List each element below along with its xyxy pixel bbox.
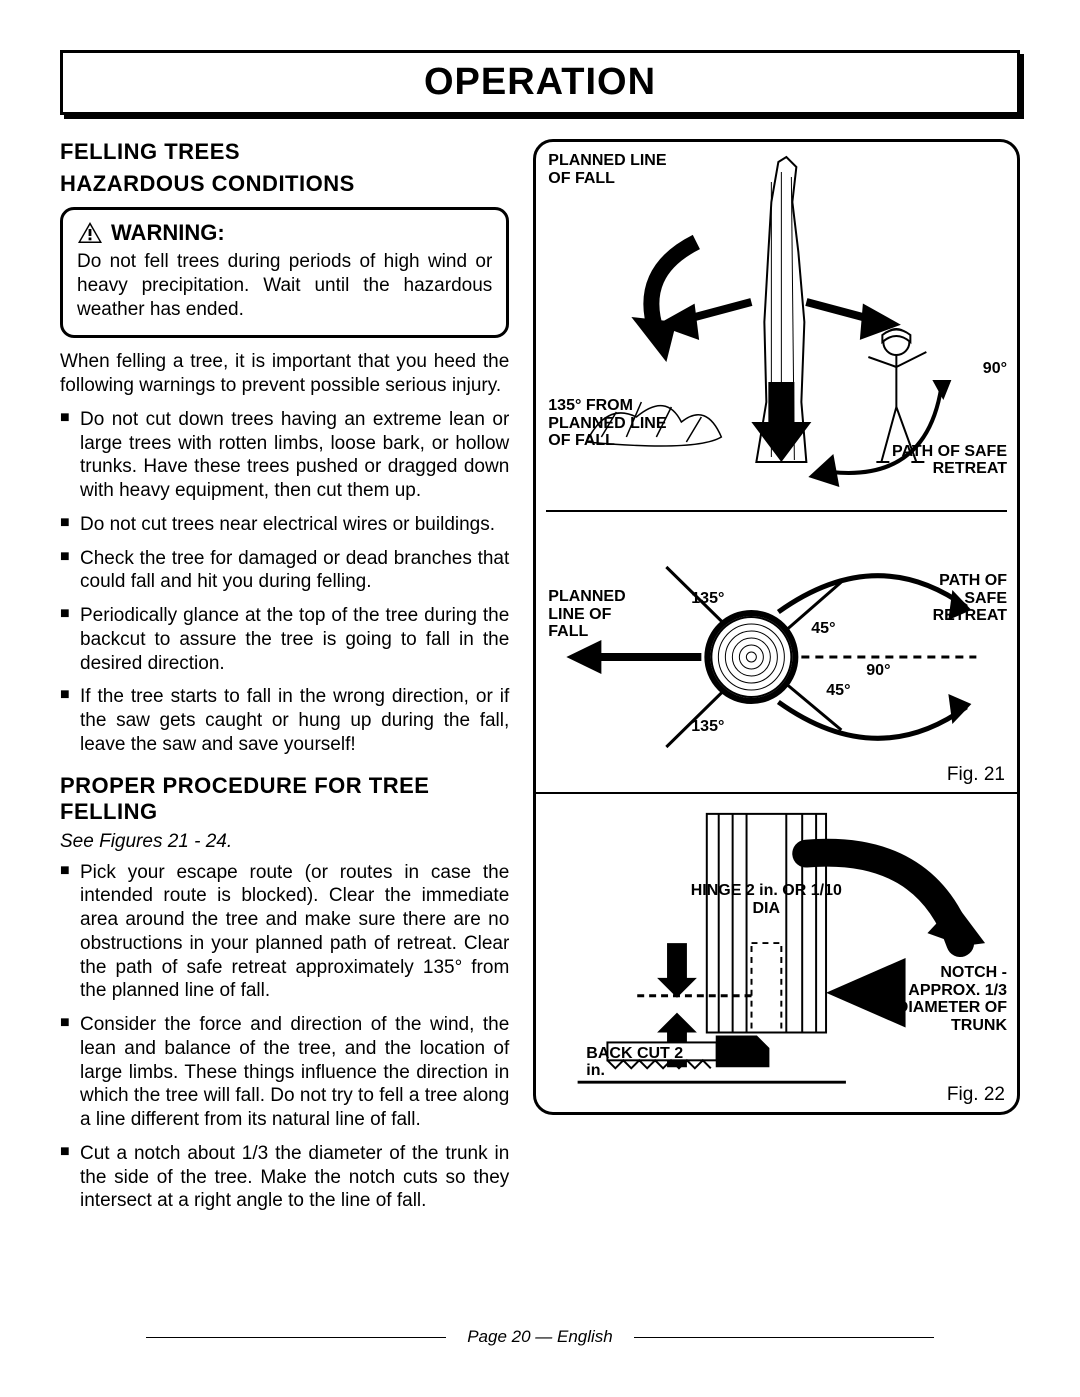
figure-21-top: PLANNED LINE OF FALL 90° 135° FROM PLANN… xyxy=(536,142,1017,512)
list-item: Pick your escape route (or routes in cas… xyxy=(60,861,509,1004)
section-title: OPERATION xyxy=(63,61,1017,104)
label-path-retreat-2: PATH OF SAFE RETREAT xyxy=(907,572,1007,625)
section-title-box: OPERATION xyxy=(60,50,1020,115)
figure-22-caption: Fig. 22 xyxy=(947,1084,1005,1106)
label-notch: NOTCH - APPROX. 1/3 DIAMETER OF TRUNK xyxy=(877,964,1007,1034)
warning-body: Do not fell trees during periods of high… xyxy=(77,250,492,321)
heading-hazardous: HAZARDOUS CONDITIONS xyxy=(60,171,509,197)
label-45a: 45° xyxy=(811,620,835,638)
figure-frame: PLANNED LINE OF FALL 90° 135° FROM PLANN… xyxy=(533,139,1020,1115)
warning-box: WARNING: Do not fell trees during period… xyxy=(60,207,509,338)
list-item: Cut a notch about 1/3 the diameter of th… xyxy=(60,1142,509,1213)
label-planned-line: PLANNED LINE OF FALL xyxy=(548,152,678,187)
label-135-from: 135° FROM PLANNED LINE OF FALL xyxy=(548,397,678,450)
warning-icon xyxy=(77,221,103,245)
figure-21-bottom: PLANNED LINE OF FALL 135° 135° 45° 45° 9… xyxy=(536,512,1017,792)
label-90: 90° xyxy=(983,360,1007,378)
label-path-retreat: PATH OF SAFE RETREAT xyxy=(877,443,1007,478)
label-135a: 135° xyxy=(691,590,724,608)
footer-text: Page 20 — English xyxy=(467,1327,613,1346)
list-item: Do not cut trees near electrical wires o… xyxy=(60,513,509,537)
label-90b: 90° xyxy=(866,662,890,680)
intro-paragraph: When felling a tree, it is important tha… xyxy=(60,350,509,398)
label-45b: 45° xyxy=(826,682,850,700)
list-item: Periodically glance at the top of the tr… xyxy=(60,604,509,675)
heading-procedure: PROPER PROCEDURE FOR TREE FELLING xyxy=(60,773,509,825)
heading-felling: FELLING TREES xyxy=(60,139,509,165)
fig21-bottom-svg xyxy=(536,512,1017,792)
figure-reference: See Figures 21 - 24. xyxy=(60,831,509,853)
list-item: Check the tree for damaged or dead branc… xyxy=(60,547,509,595)
label-planned-line-2: PLANNED LINE OF FALL xyxy=(548,588,648,641)
left-column: FELLING TREES HAZARDOUS CONDITIONS WARNI… xyxy=(60,139,509,1223)
list-item: Do not cut down trees having an extreme … xyxy=(60,408,509,503)
list-item: Consider the force and direction of the … xyxy=(60,1013,509,1132)
right-column: PLANNED LINE OF FALL 90° 135° FROM PLANN… xyxy=(533,139,1020,1223)
label-hinge: HINGE 2 in. OR 1/10 DIA xyxy=(681,882,851,917)
figure-22: HINGE 2 in. OR 1/10 DIA NOTCH - APPROX. … xyxy=(536,792,1017,1112)
label-backcut: BACK CUT 2 in. xyxy=(586,1045,696,1080)
page-footer: Page 20 — English xyxy=(60,1327,1020,1347)
list-item: If the tree starts to fall in the wrong … xyxy=(60,685,509,756)
warning-heading: WARNING: xyxy=(111,220,225,246)
figure-21-caption: Fig. 21 xyxy=(947,764,1005,786)
hazards-list: Do not cut down trees having an extreme … xyxy=(60,408,509,757)
label-135b: 135° xyxy=(691,718,724,736)
procedure-list: Pick your escape route (or routes in cas… xyxy=(60,861,509,1214)
